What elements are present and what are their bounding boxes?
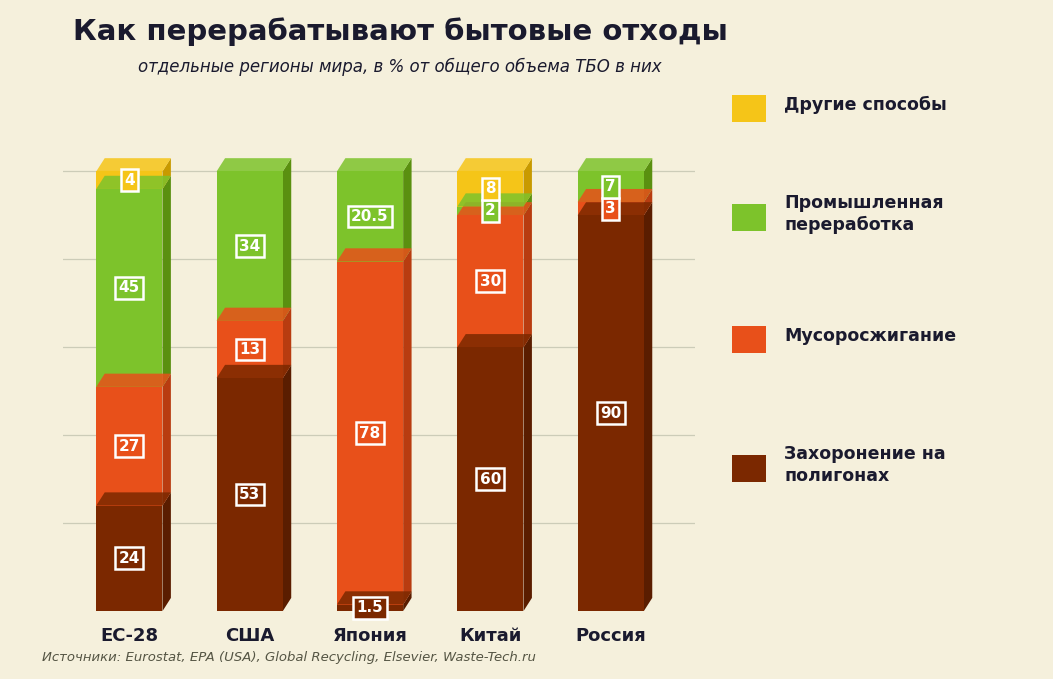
Polygon shape: [217, 158, 292, 171]
Polygon shape: [96, 176, 171, 189]
Text: 30: 30: [480, 274, 501, 289]
Bar: [337, 261, 403, 604]
Bar: [96, 387, 162, 506]
Polygon shape: [337, 591, 412, 604]
Bar: [217, 378, 283, 611]
Text: 45: 45: [119, 280, 140, 295]
Bar: [96, 171, 162, 189]
Polygon shape: [457, 202, 532, 215]
Text: 13: 13: [239, 342, 260, 357]
Polygon shape: [96, 492, 171, 506]
Text: Источники: Eurostat, EPA (USA), Global Recycling, Elsevier, Waste-Tech.ru: Источники: Eurostat, EPA (USA), Global R…: [42, 651, 536, 664]
Bar: [578, 215, 643, 611]
Bar: [457, 347, 523, 611]
Text: Мусоросжигание: Мусоросжигание: [784, 327, 956, 345]
Polygon shape: [578, 202, 652, 215]
Text: 34: 34: [239, 238, 260, 254]
Text: отдельные регионы мира, в % от общего объема ТБО в них: отдельные регионы мира, в % от общего об…: [138, 58, 662, 76]
Bar: [337, 171, 403, 261]
Polygon shape: [457, 334, 532, 347]
Bar: [96, 189, 162, 387]
Text: 8: 8: [485, 181, 496, 196]
Polygon shape: [457, 194, 532, 206]
Polygon shape: [217, 365, 292, 378]
Bar: [457, 215, 523, 347]
Polygon shape: [578, 189, 652, 202]
Text: 60: 60: [480, 472, 501, 487]
Polygon shape: [162, 373, 171, 506]
Polygon shape: [403, 249, 412, 604]
Text: 2: 2: [485, 204, 496, 219]
Polygon shape: [457, 158, 532, 171]
Text: 53: 53: [239, 487, 260, 502]
Polygon shape: [643, 158, 652, 202]
Bar: [457, 206, 523, 215]
Polygon shape: [523, 194, 532, 215]
Text: 27: 27: [119, 439, 140, 454]
Polygon shape: [283, 308, 292, 378]
Text: 90: 90: [600, 406, 621, 421]
Text: 78: 78: [359, 426, 381, 441]
Text: Как перерабатывают бытовые отходы: Как перерабатывают бытовые отходы: [73, 17, 728, 45]
Polygon shape: [337, 158, 412, 171]
Polygon shape: [96, 373, 171, 387]
Polygon shape: [337, 249, 412, 261]
Polygon shape: [283, 365, 292, 611]
Bar: [457, 171, 523, 206]
Polygon shape: [578, 158, 652, 171]
Text: 24: 24: [119, 551, 140, 566]
Polygon shape: [96, 158, 171, 171]
Bar: [96, 506, 162, 611]
Polygon shape: [643, 189, 652, 215]
Bar: [217, 321, 283, 378]
Polygon shape: [643, 202, 652, 611]
Polygon shape: [162, 492, 171, 611]
Polygon shape: [162, 176, 171, 387]
Polygon shape: [523, 202, 532, 347]
Bar: [337, 604, 403, 611]
Polygon shape: [523, 158, 532, 206]
Polygon shape: [162, 158, 171, 189]
Polygon shape: [403, 591, 412, 611]
Text: Промышленная
переработка: Промышленная переработка: [784, 194, 943, 234]
Bar: [578, 202, 643, 215]
Bar: [578, 171, 643, 202]
Polygon shape: [283, 158, 292, 321]
Text: 4: 4: [124, 172, 135, 187]
Text: 20.5: 20.5: [352, 209, 389, 224]
Text: 3: 3: [605, 201, 616, 216]
Bar: [217, 171, 283, 321]
Polygon shape: [217, 308, 292, 321]
Polygon shape: [403, 158, 412, 261]
Polygon shape: [523, 334, 532, 611]
Text: Другие способы: Другие способы: [784, 96, 948, 114]
Text: Захоронение на
полигонах: Захоронение на полигонах: [784, 445, 946, 485]
Text: 1.5: 1.5: [357, 600, 383, 615]
Text: 7: 7: [605, 179, 616, 194]
